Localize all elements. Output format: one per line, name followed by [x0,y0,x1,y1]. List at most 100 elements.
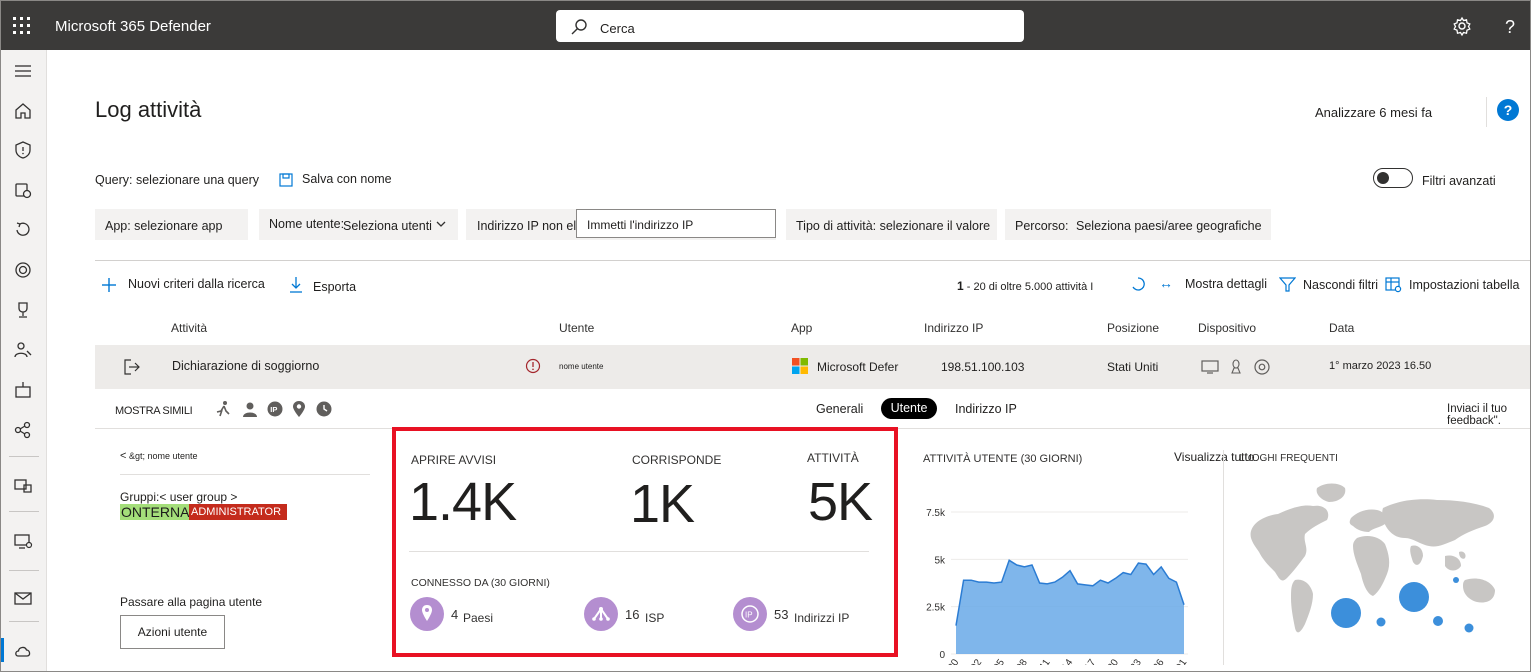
refresh-icon[interactable] [1130,276,1146,292]
hide-filters-label: Nascondi filtri [1303,278,1379,292]
tab-general[interactable]: Generali [816,402,864,416]
row-ip[interactable]: 198.51.100.103 [941,360,1025,374]
open-alerts-value[interactable]: 1.4K [409,472,517,532]
back-to-user[interactable]: < &gt; nome utente [120,450,198,462]
row-user[interactable]: nome utente [559,362,604,371]
path-filter[interactable]: Percorso: Seleziona paesi/aree geografic… [1005,209,1271,240]
column-header-ip[interactable]: Indirizzo IP [924,321,984,335]
cloud-apps-icon[interactable] [12,640,34,662]
sign-out-icon [124,359,140,375]
back-to-user-label: &gt; nome utente [128,451,198,461]
user-groups: Gruppi:< user group > [120,490,238,504]
location-pin-icon[interactable] [292,400,306,418]
analyze-range[interactable]: Analizzare 6 mesi fa [1315,105,1433,120]
user-name-filter-value: Seleziona utenti [343,219,432,233]
column-header-user[interactable]: Utente [559,321,595,335]
table-settings-icon [1385,277,1402,293]
chart-x-tick-label: 02/23 [1120,657,1144,665]
goto-user-page-link[interactable]: Passare alla pagina utente [120,595,263,609]
map-bubble-north-america[interactable] [1331,598,1361,628]
table-row[interactable]: Dichiarazione di soggiorno nome utente M… [95,345,1530,389]
activity-chart-title: ATTIVITÀ UTENTE (30 GIORNI) [923,453,1083,465]
map-bubble-europe[interactable] [1399,582,1429,612]
column-header-device[interactable]: Dispositivo [1198,321,1257,335]
help-icon[interactable]: ? [1499,15,1521,37]
chart-y-tick-label: 2.5k [926,603,946,614]
search-input[interactable]: Cerca [556,10,1024,42]
map-bubble-asia[interactable] [1453,577,1459,583]
query-selector[interactable]: Query: selezionare una query [95,173,259,187]
countries-value[interactable]: 4 [451,607,459,622]
column-header-date[interactable]: Data [1329,321,1355,335]
partners-icon[interactable] [12,339,34,361]
map-bubble-middle-east[interactable] [1433,616,1443,626]
chart-x-tick-label: 01/30 [938,657,962,665]
new-policy-label: Nuovi criteri dalla ricerca [128,277,265,291]
ip-icon[interactable]: IP [267,401,283,417]
endpoints-icon[interactable] [12,530,34,552]
view-all-link[interactable]: Visualizza tutto [1174,450,1255,464]
incidents-icon[interactable] [12,179,34,201]
tab-ip-address[interactable]: Indirizzo IP [955,402,1017,416]
show-details-label: Mostra dettagli [1185,277,1267,291]
internal-badge: ONTERNAL [120,504,199,520]
user-panel-divider [120,474,370,475]
chart-x-tick-label: 02/08 [1006,657,1030,665]
result-count-start: 1 [957,279,964,293]
svg-text:?: ? [1505,17,1515,37]
chart-x-tick-label: 02/26 [1143,657,1167,665]
activity-type-filter[interactable]: Tipo di attività: selezionare il valore [786,209,997,240]
nav-separator [9,511,39,512]
tab-user[interactable]: Utente [881,398,937,419]
activities-label: ATTIVITÀ [807,451,859,465]
chart-x-tick-label: 03/01 [1166,657,1190,665]
chart-x-tick-label: 02/11 [1030,657,1053,665]
assets-icon[interactable] [12,379,34,401]
trophy-icon[interactable] [12,299,34,321]
gear-icon[interactable] [1451,15,1473,37]
shield-icon[interactable] [12,139,34,161]
isp-value[interactable]: 16 [625,607,640,622]
alert-icon[interactable] [525,358,541,374]
user-icon[interactable] [242,401,258,417]
column-header-location[interactable]: Posizione [1107,321,1160,335]
app-filter[interactable]: App: selezionare app [95,209,248,240]
chart-y-tick-label: 7.5k [926,508,946,519]
ip-address-input[interactable]: Immetti l'indirizzo IP [576,209,776,238]
threat-analytics-icon[interactable] [12,259,34,281]
user-actions-button[interactable]: Azioni utente [120,615,225,649]
email-collab-icon[interactable] [12,475,34,497]
chart-x-tick-label: 02/14 [1052,657,1076,665]
app-launcher-icon[interactable] [13,17,30,34]
feedback-link[interactable]: Inviaci il tuo feedback". [1447,403,1508,427]
result-count: 1 - 20 di oltre 5.000 attività I [957,279,1093,293]
map-divider [1223,450,1224,665]
activities-value[interactable]: 5K [808,472,873,532]
graph-icon[interactable] [12,419,34,441]
mail-icon[interactable] [12,587,34,609]
stats-divider [409,551,869,552]
map-bubble-central-america[interactable] [1376,617,1386,627]
nav-separator [9,456,39,457]
admin-badge: ADMINISTRATOR [189,504,288,520]
chart-y-tick-label: 0 [939,650,945,661]
column-header-app[interactable]: App [791,321,813,335]
filter-icon [1279,277,1296,292]
chart-line-series [955,559,1185,626]
running-person-icon[interactable] [215,400,231,418]
matches-value[interactable]: 1K [630,474,695,534]
clock-icon[interactable] [316,401,332,417]
hamburger-menu-icon[interactable] [12,60,34,82]
chart-x-tick-label: 02/05 [984,657,1008,665]
home-icon[interactable] [12,100,34,122]
ip-addresses-value[interactable]: 53 [774,607,789,622]
page-help-icon[interactable]: ? [1497,99,1519,121]
hunting-icon[interactable] [12,219,34,241]
chart-area-series[interactable] [956,560,1184,654]
advanced-filters-toggle[interactable] [1373,168,1413,188]
map-bubble-south-asia[interactable] [1464,623,1474,633]
save-as-label: Salva con nome [302,172,392,186]
column-header-activity[interactable]: Attività [171,321,208,335]
user-name-filter[interactable]: Nome utente: Seleziona utenti [259,209,458,240]
